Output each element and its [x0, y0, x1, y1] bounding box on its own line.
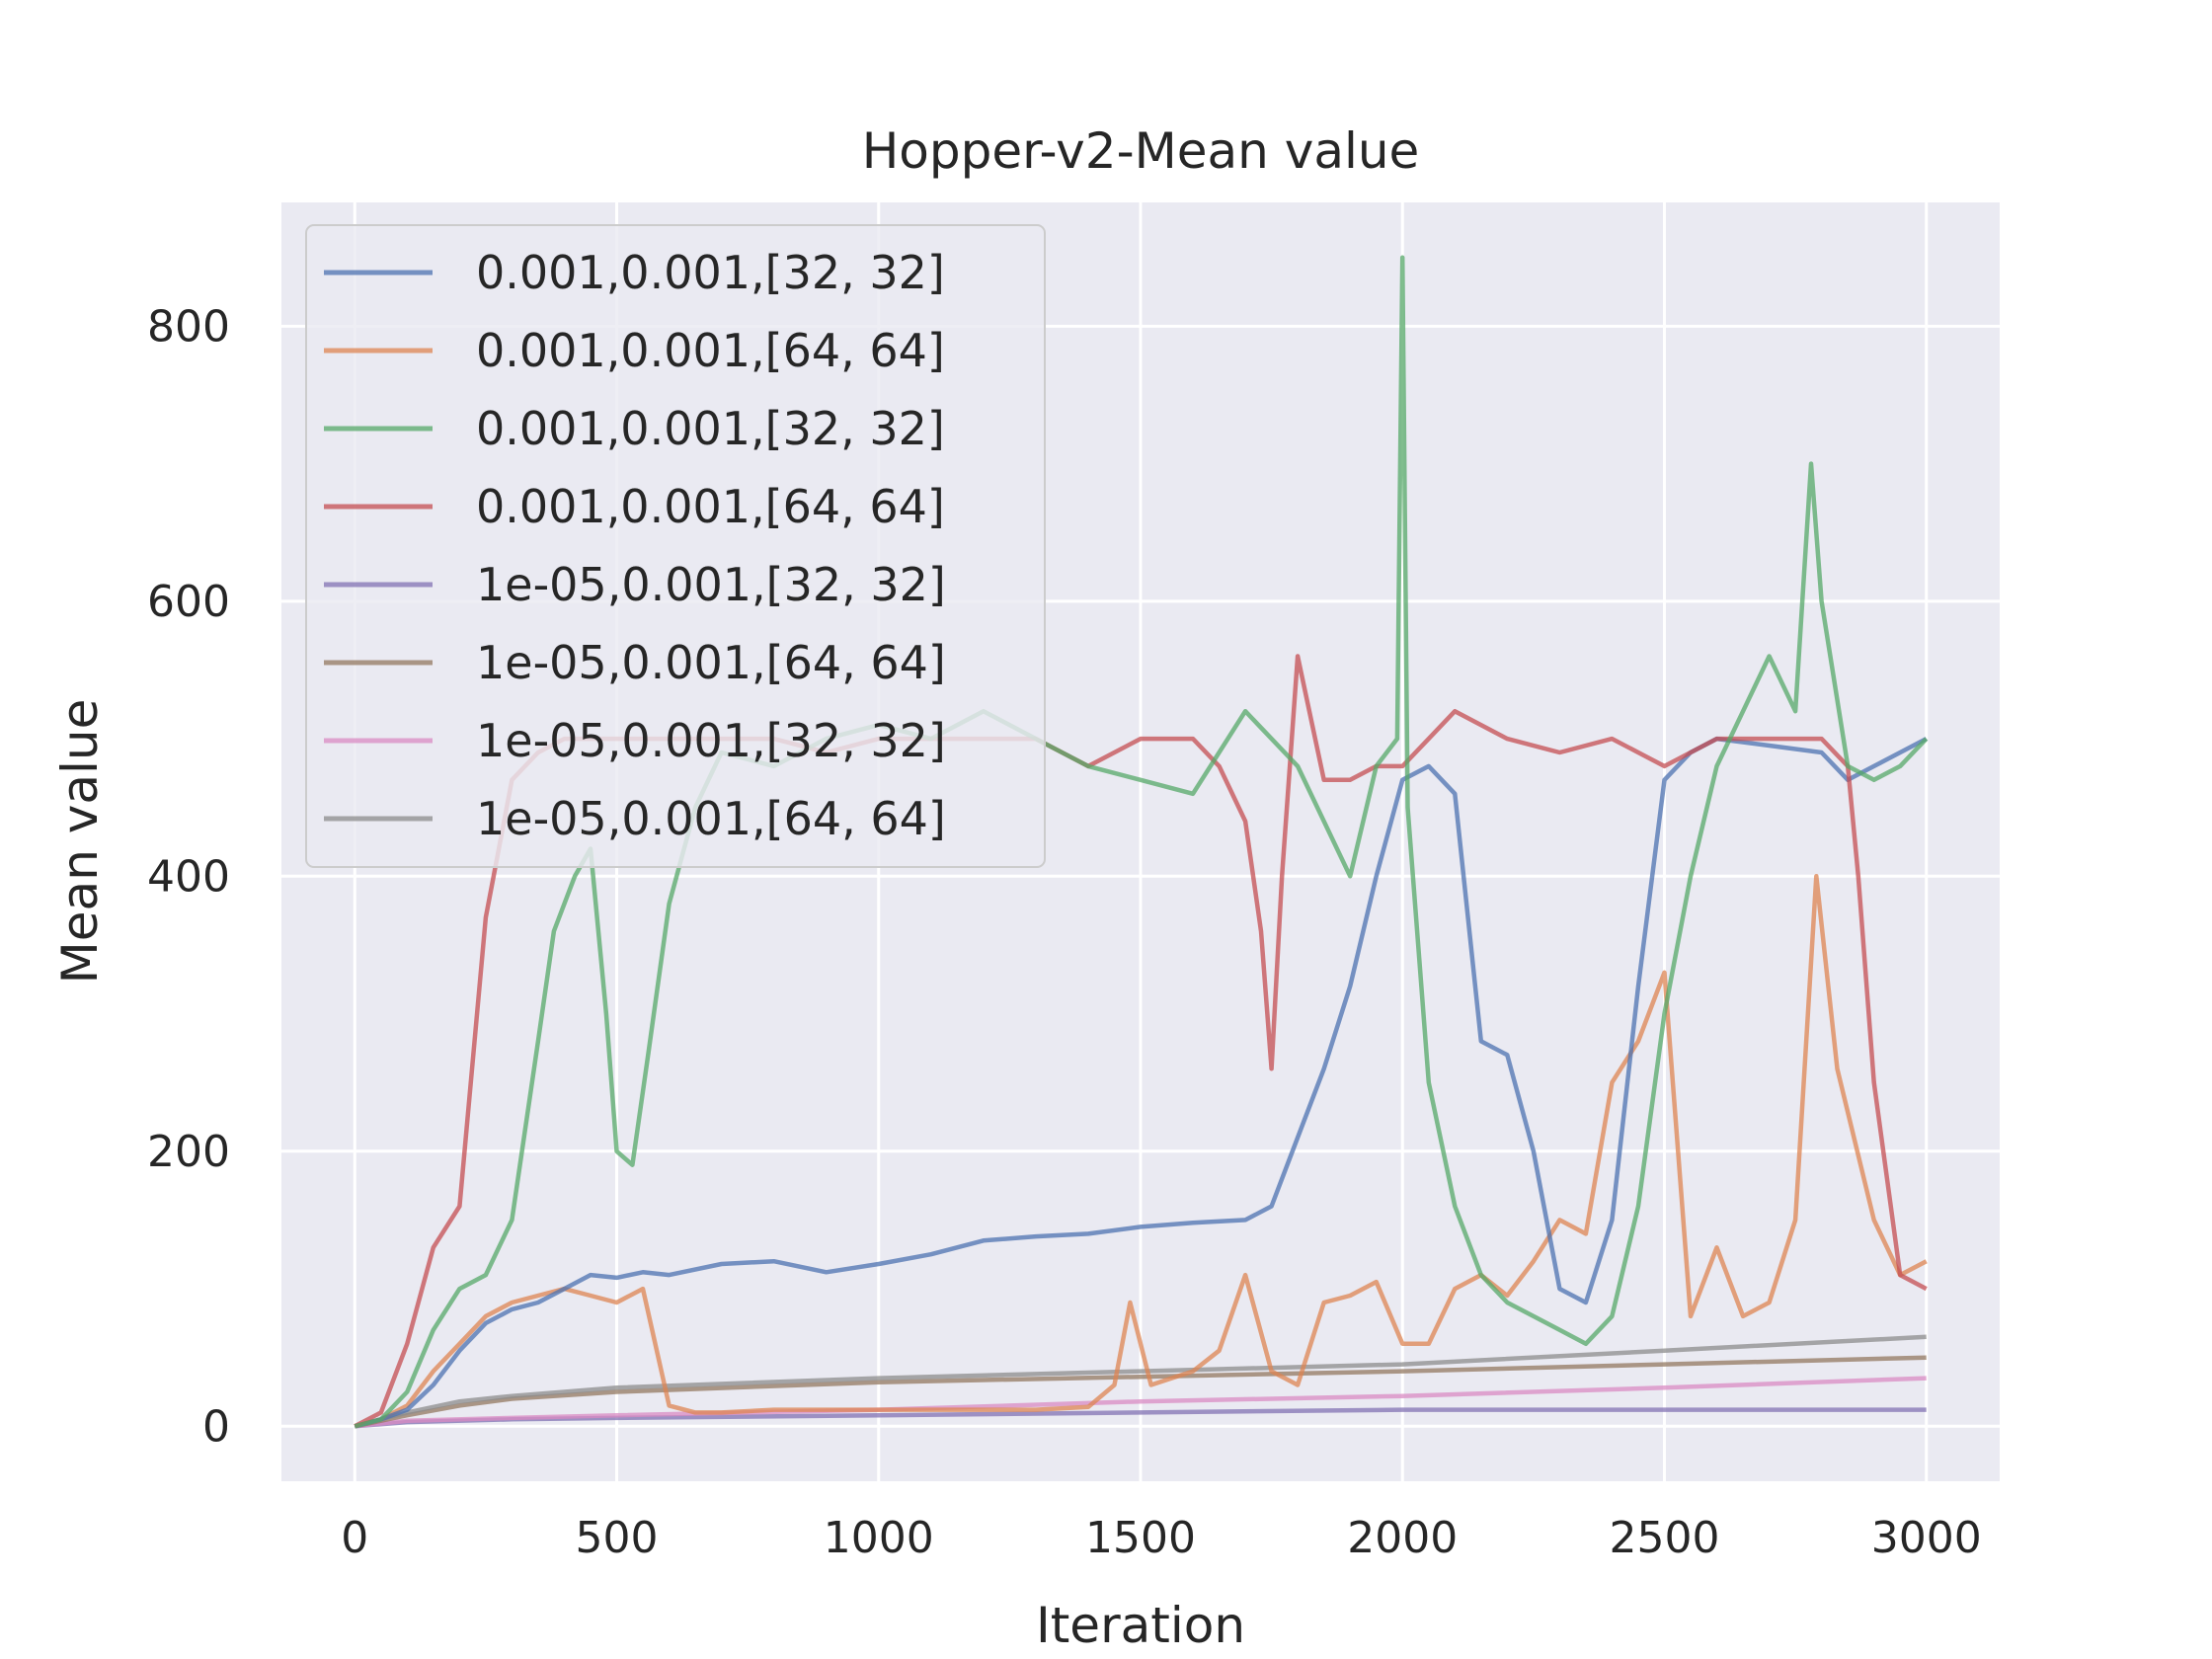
legend-entry-label: 0.001,0.001,[64, 64] — [476, 480, 945, 533]
y-tick-label: 200 — [147, 1127, 230, 1177]
x-tick-labels: 0 500 1000 1500 2000 2500 3000 — [341, 1513, 1981, 1563]
y-tick-label: 0 — [202, 1401, 230, 1452]
x-tick-label: 3000 — [1871, 1513, 1982, 1563]
y-tick-labels: 0 200 400 600 800 — [147, 301, 230, 1452]
x-tick-label: 2500 — [1609, 1513, 1719, 1563]
legend-entry-label: 1e-05,0.001,[64, 64] — [476, 636, 946, 689]
legend-entry-label: 0.001,0.001,[32, 32] — [476, 402, 945, 455]
series-line-2 — [354, 874, 1928, 1429]
y-tick-label: 600 — [147, 577, 230, 627]
legend: 0.001,0.001,[32, 32] 0.001,0.001,[64, 64]… — [305, 224, 1046, 868]
series-line-1 — [354, 736, 1928, 1429]
y-tick-label: 800 — [147, 301, 230, 352]
y-tick-label: 400 — [147, 851, 230, 902]
x-tick-label: 1000 — [824, 1513, 934, 1563]
legend-box — [305, 224, 1046, 868]
legend-entry-label: 1e-05,0.001,[32, 32] — [476, 558, 946, 611]
x-axis-label: Iteration — [1036, 1597, 1245, 1654]
x-tick-label: 1500 — [1085, 1513, 1196, 1563]
legend-entry-label: 0.001,0.001,[32, 32] — [476, 246, 945, 299]
x-tick-label: 500 — [576, 1513, 659, 1563]
x-tick-label: 0 — [341, 1513, 368, 1563]
series-line-3 — [354, 255, 1929, 1429]
chart-title: Hopper-v2-Mean value — [862, 122, 1420, 180]
legend-entry-label: 0.001,0.001,[64, 64] — [476, 324, 945, 377]
series-line-6 — [354, 1355, 1927, 1429]
series-line-8 — [354, 1334, 1927, 1429]
y-axis-label: Mean value — [51, 699, 109, 985]
x-tick-label: 2000 — [1347, 1513, 1458, 1563]
legend-entry-label: 1e-05,0.001,[64, 64] — [476, 792, 946, 845]
legend-entry-label: 1e-05,0.001,[32, 32] — [476, 714, 946, 767]
